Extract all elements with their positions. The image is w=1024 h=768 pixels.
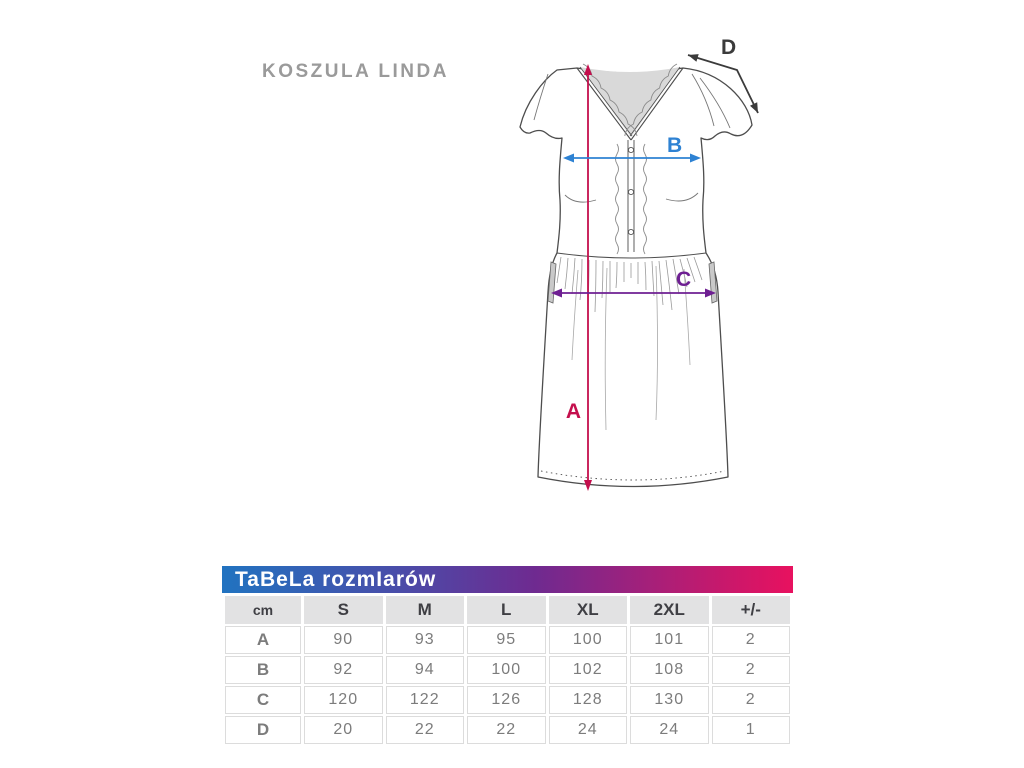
waist-seam: [556, 252, 707, 259]
cell-d-m: 22: [385, 716, 464, 744]
pocket-left: [547, 261, 557, 304]
cell-c-l: 126: [467, 686, 546, 714]
button: [627, 188, 635, 196]
neck-back-panel: [580, 67, 680, 137]
placket-ruffle-left: [615, 143, 619, 255]
measure-arrow-c: C: [551, 268, 716, 298]
cell-c-m: 122: [385, 686, 464, 714]
sleeve-fold-right: [691, 73, 715, 127]
size-header-row: cm S M L XL 2XL +/-: [225, 596, 790, 624]
cell-a-tol: 2: [711, 626, 790, 654]
cell-a-xl: 100: [548, 626, 627, 654]
measure-label-b: B: [667, 134, 682, 157]
vneck-right-band: [629, 66, 681, 137]
size-table-title-bar: TaBeLa rozmIarów: [222, 566, 793, 593]
size-col-header-m: M: [385, 596, 464, 624]
cell-b-s: 92: [304, 656, 383, 684]
cell-b-2xl: 108: [630, 656, 709, 684]
lace-scallop-right: [624, 63, 678, 137]
button: [627, 228, 635, 236]
cell-b-tol: 2: [711, 656, 790, 684]
cell-d-xl: 24: [548, 716, 627, 744]
measure-label-d: D: [721, 36, 736, 59]
cell-c-tol: 2: [711, 686, 790, 714]
table-row-c: C 120 122 126 128 130 2: [225, 686, 790, 714]
cell-a-l: 95: [467, 626, 546, 654]
vneck-right-edge: [630, 67, 684, 141]
measure-arrow-a: A: [566, 64, 592, 491]
measure-arrow-d: D: [687, 36, 759, 114]
measure-label-c: C: [676, 268, 691, 291]
row-label-b: B: [225, 656, 301, 684]
size-col-header-s: S: [304, 596, 383, 624]
product-title: KOSZULA LINDA: [262, 61, 449, 82]
measure-label-a: A: [566, 400, 581, 423]
cell-b-xl: 102: [548, 656, 627, 684]
row-label-d: D: [225, 716, 301, 744]
cell-a-2xl: 101: [630, 626, 709, 654]
table-row-a: A 90 93 95 100 101 2: [225, 626, 790, 654]
cell-b-m: 94: [385, 656, 464, 684]
cell-c-s: 120: [304, 686, 383, 714]
cell-d-tol: 1: [711, 716, 790, 744]
size-table-title: TaBeLa rozmIarów: [235, 568, 437, 591]
button: [627, 146, 635, 154]
garment-outline: [519, 67, 753, 488]
sleeve-fold-right: [699, 77, 731, 129]
placket-ruffle-right: [643, 143, 647, 255]
size-table: TaBeLa rozmIarów cm S M L XL 2XL +/- A 9…: [222, 566, 793, 746]
skirt-folds: [571, 265, 691, 431]
garment-diagram: A B C D: [519, 36, 759, 491]
table-row-d: D 20 22 22 24 24 1: [225, 716, 790, 744]
size-col-header-xl: XL: [548, 596, 627, 624]
bust-curve-right: [665, 192, 699, 202]
vneck-left-edge: [576, 67, 632, 141]
row-label-a: A: [225, 626, 301, 654]
bust-curve-left: [564, 194, 597, 203]
cell-a-m: 93: [385, 626, 464, 654]
cell-d-l: 22: [467, 716, 546, 744]
cell-c-2xl: 130: [630, 686, 709, 714]
measure-arrow-b: B: [563, 134, 701, 163]
cell-d-s: 20: [304, 716, 383, 744]
size-col-header-tolerance: +/-: [711, 596, 790, 624]
cell-b-l: 100: [467, 656, 546, 684]
row-label-c: C: [225, 686, 301, 714]
lace-scallop-left: [582, 63, 638, 137]
cell-c-xl: 128: [548, 686, 627, 714]
size-grid: cm S M L XL 2XL +/- A 90 93 95 100 101 2…: [222, 594, 793, 746]
cell-a-s: 90: [304, 626, 383, 654]
table-row-b: B 92 94 100 102 108 2: [225, 656, 790, 684]
size-col-header-l: L: [467, 596, 546, 624]
sleeve-fold-left: [533, 73, 549, 121]
unit-header-cell: cm: [225, 596, 301, 624]
size-col-header-2xl: 2XL: [630, 596, 709, 624]
cell-d-2xl: 24: [630, 716, 709, 744]
